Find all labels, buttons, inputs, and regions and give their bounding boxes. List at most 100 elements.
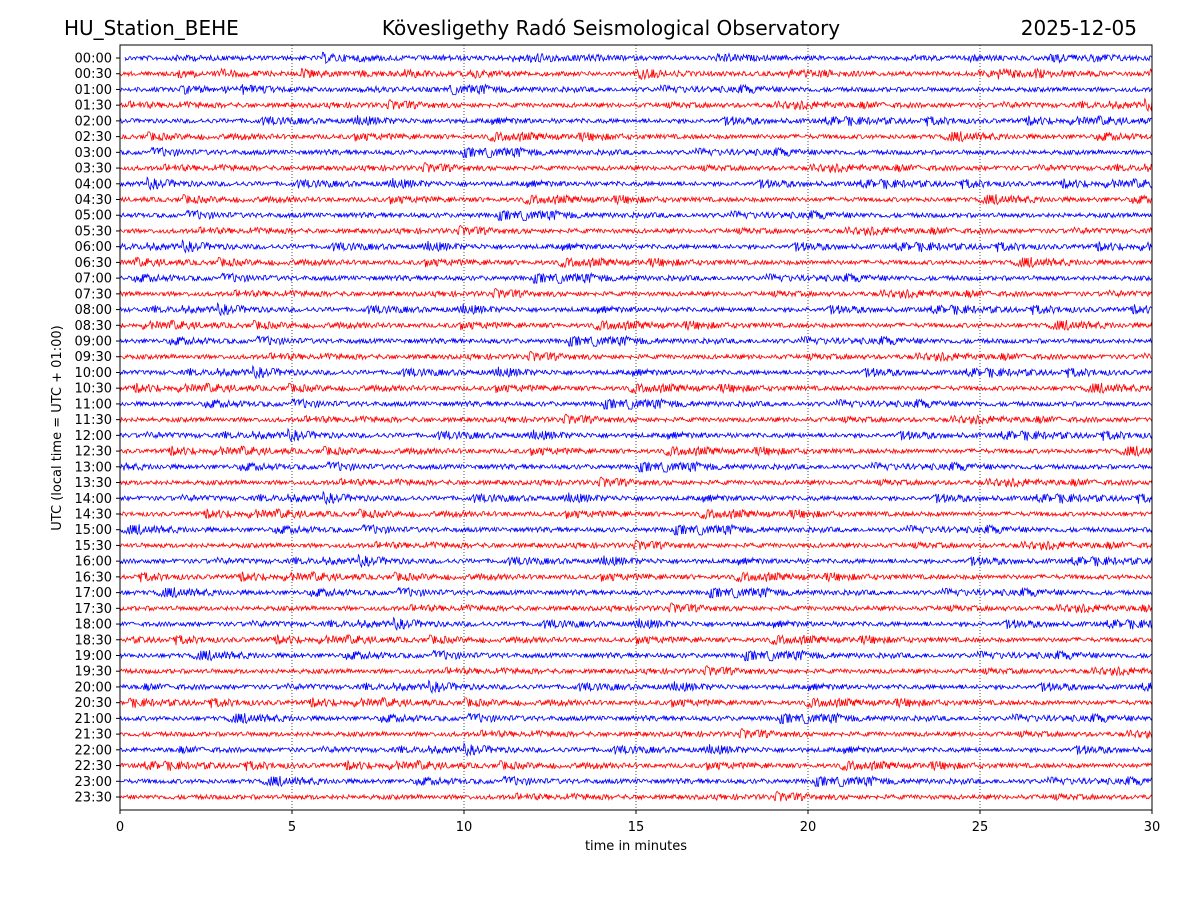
y-tick-label: 18:00 <box>75 618 112 633</box>
grid-lines <box>291 45 981 810</box>
y-tick-label: 14:00 <box>75 492 112 507</box>
trace-1930 <box>119 665 1153 677</box>
trace-2100 <box>119 712 1153 725</box>
y-axis-label: UTC (local time = UTC + 01:00) <box>50 325 65 530</box>
y-tick-label: 02:00 <box>75 114 112 129</box>
y-tick-label: 05:30 <box>75 224 112 239</box>
y-tick-label: 05:00 <box>75 209 112 224</box>
trace-0030 <box>119 67 1153 81</box>
y-tick-label: 03:00 <box>75 146 112 161</box>
y-tick-label: 08:00 <box>75 303 112 318</box>
y-tick-label: 09:00 <box>75 335 112 350</box>
y-tick-label: 17:00 <box>75 586 112 601</box>
y-tick-label: 21:00 <box>75 712 112 727</box>
y-tick-label: 14:30 <box>75 507 112 522</box>
y-tick-label: 10:30 <box>75 382 112 397</box>
trace-1100 <box>119 397 1152 410</box>
x-tick-label: 30 <box>1144 820 1161 835</box>
trace-0530 <box>119 225 1153 237</box>
y-tick-label: 01:30 <box>75 99 112 114</box>
trace-1400 <box>119 490 1153 506</box>
trace-0200 <box>119 115 1153 127</box>
trace-0900 <box>119 334 1153 347</box>
trace-1730 <box>119 602 1153 614</box>
x-tick-label: 25 <box>972 820 989 835</box>
trace-1300 <box>119 460 1153 473</box>
trace-1230 <box>119 445 1153 457</box>
x-tick-label: 20 <box>800 820 817 835</box>
y-tick-label: 11:00 <box>75 397 112 412</box>
trace-0800 <box>119 301 1153 317</box>
traces <box>119 51 1153 802</box>
trace-0330 <box>120 162 1153 174</box>
trace-2300 <box>119 775 1153 788</box>
y-tick-label: 13:30 <box>75 476 112 491</box>
trace-1200 <box>119 427 1153 443</box>
y-tick-label: 00:00 <box>75 52 112 67</box>
x-tick-label: 15 <box>628 820 645 835</box>
trace-1330 <box>119 476 1153 488</box>
x-axis: 0 5 10 15 20 25 30 <box>116 810 1160 835</box>
trace-1430 <box>119 508 1153 520</box>
y-tick-label: 12:00 <box>75 429 112 444</box>
trace-0430 <box>119 194 1153 206</box>
y-tick-label: 02:30 <box>75 130 112 145</box>
trace-0630 <box>119 256 1153 269</box>
trace-0500 <box>119 209 1152 222</box>
trace-0300 <box>119 146 1153 159</box>
y-tick-label: 03:30 <box>75 162 112 177</box>
trace-0700 <box>120 272 1153 284</box>
y-tick-label: 01:00 <box>75 83 112 98</box>
y-tick-label: 21:30 <box>75 728 112 743</box>
y-tick-label: 06:30 <box>75 256 112 271</box>
trace-0730 <box>119 288 1153 300</box>
trace-1130 <box>119 413 1153 425</box>
y-tick-label: 10:00 <box>75 366 112 381</box>
y-tick-label: 19:00 <box>75 649 112 664</box>
trace-0830 <box>119 319 1153 332</box>
trace-0230 <box>119 131 1153 143</box>
trace-0400 <box>119 176 1153 191</box>
trace-1530 <box>119 539 1153 551</box>
trace-2130 <box>119 728 1153 740</box>
y-tick-label: 07:00 <box>75 272 112 287</box>
x-tick-label: 10 <box>456 820 473 835</box>
y-tick-label: 23:00 <box>75 775 112 790</box>
trace-1830 <box>119 634 1153 646</box>
trace-1800 <box>119 616 1153 632</box>
y-tick-label: 11:30 <box>75 413 112 428</box>
station-name: HU_Station_BEHE <box>64 16 239 40</box>
trace-0100 <box>119 83 1153 96</box>
trace-1000 <box>119 364 1153 380</box>
y-tick-label: 15:30 <box>75 539 112 554</box>
trace-0600 <box>119 238 1153 254</box>
x-tick-label: 0 <box>116 820 124 835</box>
y-tick-label: 15:00 <box>75 523 112 538</box>
y-tick-label: 22:00 <box>75 743 112 758</box>
trace-2330 <box>119 791 1153 802</box>
y-tick-label: 09:30 <box>75 350 112 365</box>
y-tick-label: 04:00 <box>75 177 112 192</box>
chart-title: Kövesligethy Radó Seismological Observat… <box>382 16 840 40</box>
y-tick-label: 17:30 <box>75 602 112 617</box>
y-tick-label: 23:30 <box>75 791 112 806</box>
trace-0000 <box>124 51 1152 65</box>
trace-1600 <box>119 553 1153 569</box>
trace-2030 <box>119 697 1153 709</box>
trace-2230 <box>119 759 1153 772</box>
trace-1700 <box>119 586 1153 599</box>
y-axis: 00:0000:3001:0001:3002:0002:3003:0003:30… <box>75 52 120 806</box>
y-tick-label: 00:30 <box>75 67 112 82</box>
x-axis-label: time in minutes <box>585 839 687 854</box>
y-tick-label: 07:30 <box>75 287 112 302</box>
y-tick-label: 12:30 <box>75 445 112 460</box>
chart-date: 2025-12-05 <box>1021 16 1137 40</box>
y-tick-label: 18:30 <box>75 633 112 648</box>
y-tick-label: 04:30 <box>75 193 112 208</box>
trace-2200 <box>119 742 1153 757</box>
trace-1630 <box>119 571 1153 583</box>
y-tick-label: 16:30 <box>75 570 112 585</box>
trace-1900 <box>120 649 1153 662</box>
y-tick-label: 13:00 <box>75 460 112 475</box>
